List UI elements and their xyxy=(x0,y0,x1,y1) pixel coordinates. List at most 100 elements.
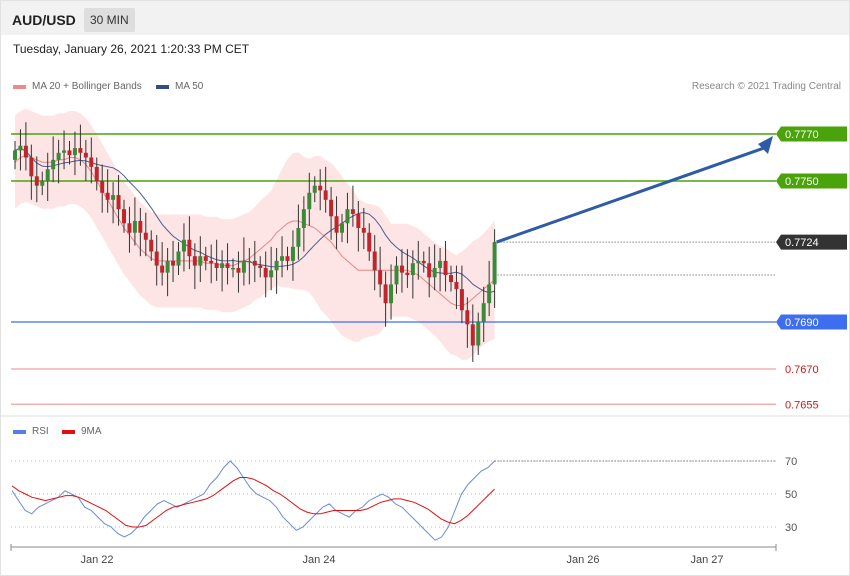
timestamp: Tuesday, January 26, 2021 1:20:33 PM CET xyxy=(13,42,250,56)
ma50-swatch xyxy=(156,84,169,89)
legend-ma20: MA 20 + Bollinger Bands xyxy=(13,81,142,92)
candle-down xyxy=(236,267,241,273)
candle-up xyxy=(410,263,415,275)
candle-down xyxy=(100,181,105,193)
candle-down xyxy=(285,256,290,261)
rsi-level-label-50: 50 xyxy=(785,489,797,501)
candle-down xyxy=(78,148,83,153)
candle-up xyxy=(340,223,344,233)
candle-up xyxy=(220,263,225,268)
candle-down xyxy=(454,282,459,290)
candle-up xyxy=(165,260,170,273)
candle-up xyxy=(481,303,486,322)
candle-down xyxy=(334,216,339,233)
candle-up xyxy=(56,152,61,160)
candle-up xyxy=(181,239,186,252)
candle-up xyxy=(290,246,295,261)
rsi-line xyxy=(11,460,495,541)
candle-down xyxy=(34,176,39,186)
bollinger-band-area xyxy=(15,108,495,360)
candle-up xyxy=(416,260,421,264)
candle-down xyxy=(263,267,268,278)
candle-down xyxy=(203,256,208,261)
candle-down xyxy=(356,213,361,228)
candle-down xyxy=(252,260,257,266)
candle-up xyxy=(132,220,137,233)
candle-up xyxy=(345,209,350,224)
price-label-0.7690: 0.7690 xyxy=(785,317,819,329)
candle-up xyxy=(438,260,443,268)
candle-up xyxy=(389,284,394,304)
candle-down xyxy=(143,232,148,240)
candle-up xyxy=(247,260,252,263)
candle-up xyxy=(487,284,492,304)
forecast-arrow-head xyxy=(758,136,773,154)
ma50-label: MA 50 xyxy=(175,81,204,92)
candle-down xyxy=(225,263,230,268)
candle-up xyxy=(18,145,23,151)
legend-ma50: MA 50 xyxy=(156,81,203,92)
x-tick-label: Jan 27 xyxy=(690,554,723,566)
legend-rsi: RSI xyxy=(13,426,49,437)
x-tick-label: Jan 26 xyxy=(566,554,599,566)
candle-down xyxy=(318,185,323,191)
candle-up xyxy=(312,185,317,193)
timeframe-badge[interactable]: 30 MIN xyxy=(84,8,135,32)
rsi-level-label-70: 70 xyxy=(785,456,797,468)
candle-up xyxy=(476,322,481,346)
candle-down xyxy=(23,145,28,158)
candle-down xyxy=(361,228,366,233)
candle-down xyxy=(383,284,388,304)
price-tag-0.7770 xyxy=(776,126,847,142)
candle-down xyxy=(367,232,372,252)
candle-down xyxy=(67,150,72,156)
candle-up xyxy=(492,242,497,285)
candle-up xyxy=(13,150,17,160)
candle-down xyxy=(192,256,197,266)
rsi-ma-label: 9MA xyxy=(81,426,102,437)
price-tag-0.7750 xyxy=(776,173,847,189)
candle-down xyxy=(171,260,176,266)
candle-up xyxy=(307,192,312,210)
candle-down xyxy=(116,195,121,210)
candle-down xyxy=(329,199,334,217)
candle-down xyxy=(160,265,165,273)
candle-down xyxy=(449,275,453,283)
candle-up xyxy=(40,181,45,186)
candle-up xyxy=(296,228,301,247)
candle-up xyxy=(241,260,246,273)
candle-up xyxy=(394,265,399,285)
candle-down xyxy=(323,190,328,200)
candle-down xyxy=(421,260,426,264)
candle-up xyxy=(176,251,181,266)
candle-down xyxy=(187,239,192,257)
rsi-ma-line xyxy=(11,477,495,528)
candle-down xyxy=(138,220,143,233)
candle-down xyxy=(465,310,470,325)
candle-up xyxy=(198,256,203,266)
candle-down xyxy=(89,157,94,167)
candle-up xyxy=(45,169,50,181)
candle-down xyxy=(94,166,99,181)
ma20-swatch xyxy=(13,84,26,89)
credit-text: Research © 2021 Trading Central xyxy=(691,81,841,92)
candle-down xyxy=(399,265,404,273)
candle-down xyxy=(127,223,132,233)
rsi-ma-swatch xyxy=(62,429,75,434)
candle-down xyxy=(209,260,214,264)
header-bar: AUD/USD 30 MIN xyxy=(1,1,849,35)
candle-down xyxy=(459,289,464,311)
price-tag-0.7724 xyxy=(776,234,847,250)
candle-down xyxy=(83,152,88,158)
candle-down xyxy=(154,251,159,266)
candle-down xyxy=(372,251,377,271)
rsi-swatch xyxy=(13,429,26,434)
candle-up xyxy=(62,150,67,153)
forecast-arrow xyxy=(496,146,765,244)
candle-down xyxy=(214,263,219,268)
candle-down xyxy=(105,192,110,200)
price-label-0.7770: 0.7770 xyxy=(785,129,819,141)
price-tag-0.7690 xyxy=(776,314,847,330)
candle-up xyxy=(51,159,56,170)
